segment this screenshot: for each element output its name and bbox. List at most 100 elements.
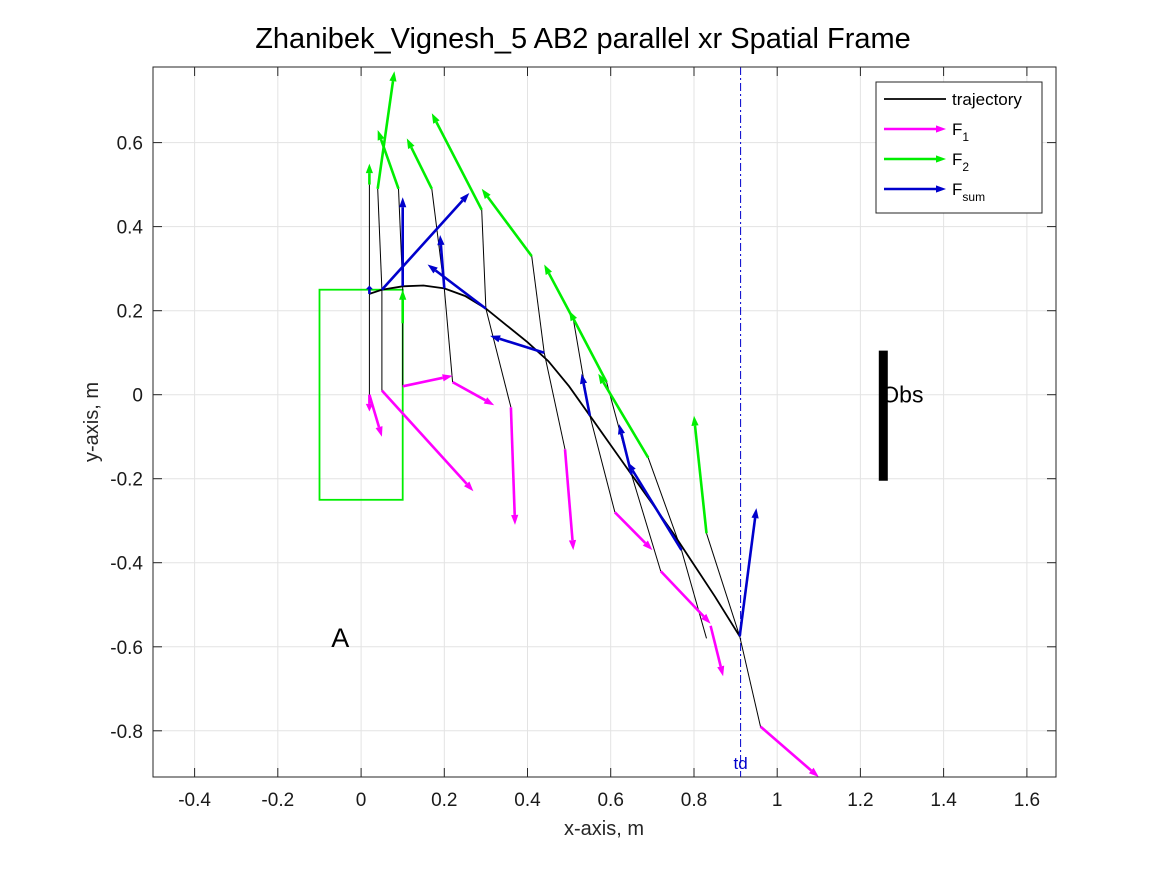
f-1-arrow-shaft: [509, 407, 516, 515]
f-sum-arrow-head: [365, 285, 373, 290]
f-2-arrow-head: [569, 310, 577, 322]
f-2-arrow: [376, 71, 397, 189]
f-2-arrow-head: [406, 138, 415, 149]
f-2-arrow-head: [389, 71, 397, 82]
f-2-arrow-shaft: [602, 381, 650, 459]
f-2-arrow: [399, 289, 407, 324]
link-segment: [531, 256, 545, 353]
f-2-arrow-shaft: [693, 425, 708, 534]
y-tick-label: 0: [132, 386, 143, 407]
y-tick-label: 0.4: [117, 218, 144, 239]
f-2-arrow: [377, 130, 400, 190]
annotation-a: A: [331, 623, 349, 653]
legend-f-2-arrow: [884, 155, 946, 163]
f-2-arrow-shaft: [486, 196, 533, 257]
f-sum-arrow-head: [618, 424, 625, 435]
f-2-arrow-head: [431, 113, 440, 124]
legend-label: trajectory: [952, 90, 1022, 109]
obstacle-label: Obs: [881, 382, 923, 408]
legend-box: [875, 81, 1043, 214]
f-2-arrow-head: [365, 163, 373, 174]
y-tick-label: -0.4: [110, 554, 143, 575]
link-segment: [631, 474, 662, 572]
f-1-arrow: [759, 725, 819, 777]
f-1-arrow-shaft: [659, 570, 705, 618]
f-sum-arrow: [437, 235, 446, 289]
link-segment: [543, 352, 566, 450]
x-tick-label: 0.8: [681, 790, 707, 811]
legend-label-text: F: [952, 180, 962, 199]
f-2-arrow-head: [399, 289, 407, 300]
x-tick-label: 0.6: [597, 790, 623, 811]
f-1-arrow-head: [511, 514, 519, 525]
link-segment: [377, 188, 383, 290]
f-1-arrow-head: [464, 481, 474, 492]
data-layer: Obs td A: [318, 67, 923, 777]
f-1-arrow-head: [642, 540, 653, 551]
f-2-arrow-head: [377, 130, 385, 141]
legend-label-text: F: [952, 120, 962, 139]
link-segment: [647, 457, 682, 551]
f-1-arrow-shaft: [451, 380, 487, 402]
f-2-arrow-head: [481, 188, 491, 199]
f-sum-arrow: [627, 461, 683, 551]
plot-frame: [152, 66, 1057, 778]
f-sum-arrow-head: [427, 264, 438, 274]
f-sum-arrow-shaft: [582, 383, 592, 416]
legend-label: F2: [952, 150, 969, 174]
f-1-arrow-shaft: [563, 449, 574, 541]
f-2-arrow-shaft: [379, 138, 400, 190]
legend-label-text: F: [952, 150, 962, 169]
f-1-arrow-head: [365, 403, 373, 412]
f-2-arrow: [431, 113, 483, 211]
f-sum-arrow-head: [751, 508, 759, 519]
f-sum-arrow-head: [437, 235, 445, 246]
f-1-arrow-shaft: [380, 389, 468, 485]
f-1-arrow-head: [442, 374, 453, 382]
chart-title: Zhanibek_Vignesh_5 AB2 parallel xr Spati…: [255, 23, 911, 55]
f-2-arrow: [691, 415, 708, 534]
legend-f-sum-arrow-head: [936, 185, 946, 193]
legend-f-1-arrow-head: [936, 125, 946, 133]
link-segment: [739, 636, 761, 727]
f-2-arrow-head: [544, 264, 552, 275]
f-2-arrow: [481, 188, 533, 257]
f-sum-arrow: [580, 373, 592, 416]
y-tick-label: 0.6: [117, 134, 143, 155]
f-1-arrow-head: [483, 397, 495, 406]
legend-f-1-arrow: [884, 125, 946, 133]
f-1-arrow: [563, 449, 577, 551]
x-tick-label: -0.4: [178, 790, 211, 811]
legend-label-subscript: 1: [962, 130, 969, 144]
y-tick-label: -0.6: [110, 638, 143, 659]
x-tick-label: -0.2: [261, 790, 294, 811]
f-sum-arrow-shaft: [631, 469, 683, 551]
f-2-arrow: [598, 373, 650, 459]
f-1-arrow: [380, 389, 474, 492]
f-2-arrow-shaft: [435, 121, 483, 211]
f-sum-arrow-shaft: [499, 337, 545, 354]
f-sum-arrow-head: [459, 193, 470, 203]
f-sum-arrow-shaft: [738, 517, 757, 637]
f-sum-arrow: [365, 285, 373, 294]
f-2-arrow-head: [691, 415, 699, 426]
f-1-arrow: [659, 570, 711, 624]
f-2-arrow: [365, 163, 373, 185]
f-1-arrow-shaft: [759, 725, 813, 772]
legend-f-sum-arrow: [884, 185, 946, 193]
legend-label-subscript: 2: [962, 160, 969, 174]
legend-label: Fsum: [952, 180, 985, 204]
link-segment: [589, 415, 616, 513]
link-segment: [706, 533, 741, 637]
f-sum-arrow-shaft: [434, 269, 487, 310]
f-1-arrow-shaft: [613, 511, 647, 544]
x-tick-label: 1.6: [1014, 790, 1040, 811]
f-sum-arrow: [427, 264, 487, 310]
x-tick-label: 1.2: [847, 790, 873, 811]
f-sum-arrow-head: [580, 373, 588, 385]
region-box: [318, 288, 404, 501]
f-sum-arrow-head: [627, 461, 636, 473]
legend-label: F1: [952, 120, 969, 144]
